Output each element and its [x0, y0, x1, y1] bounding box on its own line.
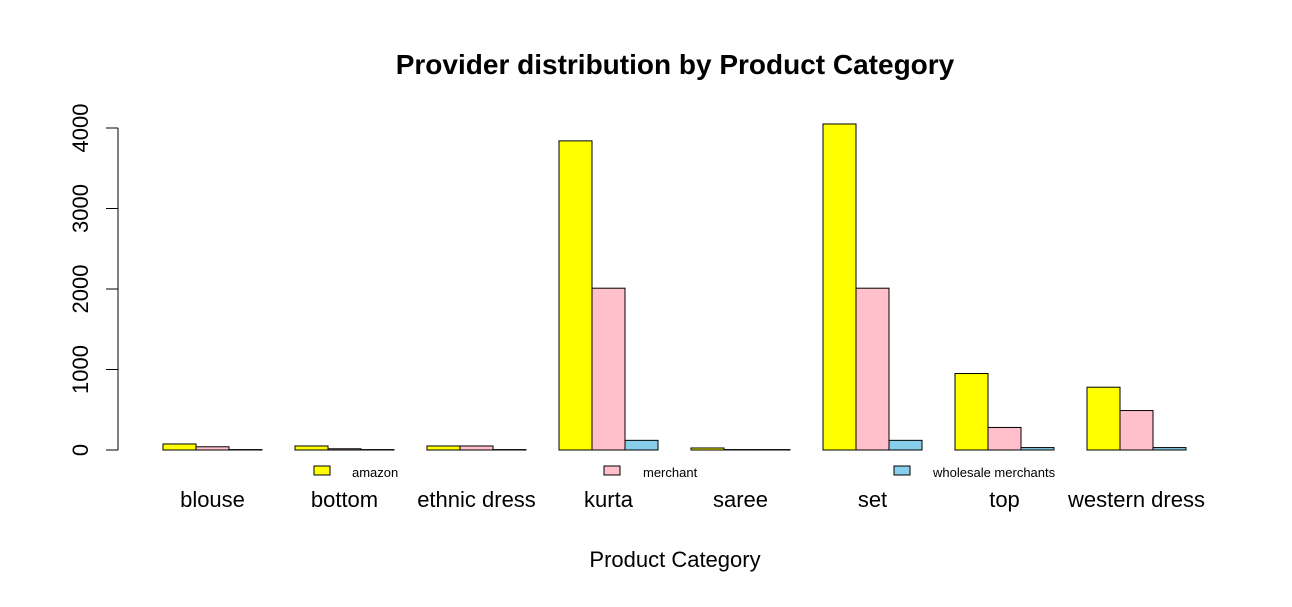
chart-title: Provider distribution by Product Categor… — [396, 49, 955, 80]
bar — [1119, 410, 1154, 451]
y-tick-label: 0 — [68, 444, 93, 456]
legend: amazon merchant wholesale merchants — [313, 465, 1056, 480]
bar — [855, 287, 890, 451]
bar — [162, 443, 197, 451]
bar — [591, 287, 626, 451]
legend-label: merchant — [643, 465, 698, 480]
x-tick-label: top — [989, 487, 1020, 512]
x-tick-label: blouse — [180, 487, 245, 512]
bar — [954, 373, 989, 451]
y-tick-label: 1000 — [68, 345, 93, 394]
bar — [1152, 447, 1187, 451]
x-tick-label: kurta — [584, 487, 634, 512]
x-axis-label: Product Category — [589, 547, 760, 572]
y-axis: 0 1000 2000 3000 4000 — [68, 104, 119, 456]
x-tick-label: saree — [713, 487, 768, 512]
y-tick-label: 4000 — [68, 104, 93, 153]
bar — [624, 439, 659, 451]
bar — [426, 445, 461, 451]
x-tick-label: ethnic dress — [417, 487, 536, 512]
bar — [987, 426, 1022, 451]
x-axis-tick-labels: blouse bottom ethnic dress kurta saree set top… — [180, 487, 1205, 512]
y-tick-label: 2000 — [68, 265, 93, 314]
x-tick-label: set — [858, 487, 887, 512]
legend-label: amazon — [352, 465, 398, 480]
bar — [294, 445, 329, 451]
bar — [822, 123, 857, 451]
bar — [1086, 386, 1121, 451]
bar — [327, 448, 362, 451]
bars — [162, 123, 1187, 451]
bar — [1020, 447, 1055, 451]
bar — [195, 446, 230, 451]
bar — [459, 445, 494, 451]
y-tick-label: 3000 — [68, 184, 93, 233]
x-tick-label: western dress — [1067, 487, 1205, 512]
bar — [558, 140, 593, 451]
x-tick-label: bottom — [311, 487, 378, 512]
legend-swatch — [313, 465, 331, 476]
legend-swatch — [893, 465, 911, 476]
legend-swatch — [603, 465, 621, 476]
legend-label: wholesale merchants — [932, 465, 1056, 480]
bar — [690, 447, 725, 451]
bar — [888, 439, 923, 451]
